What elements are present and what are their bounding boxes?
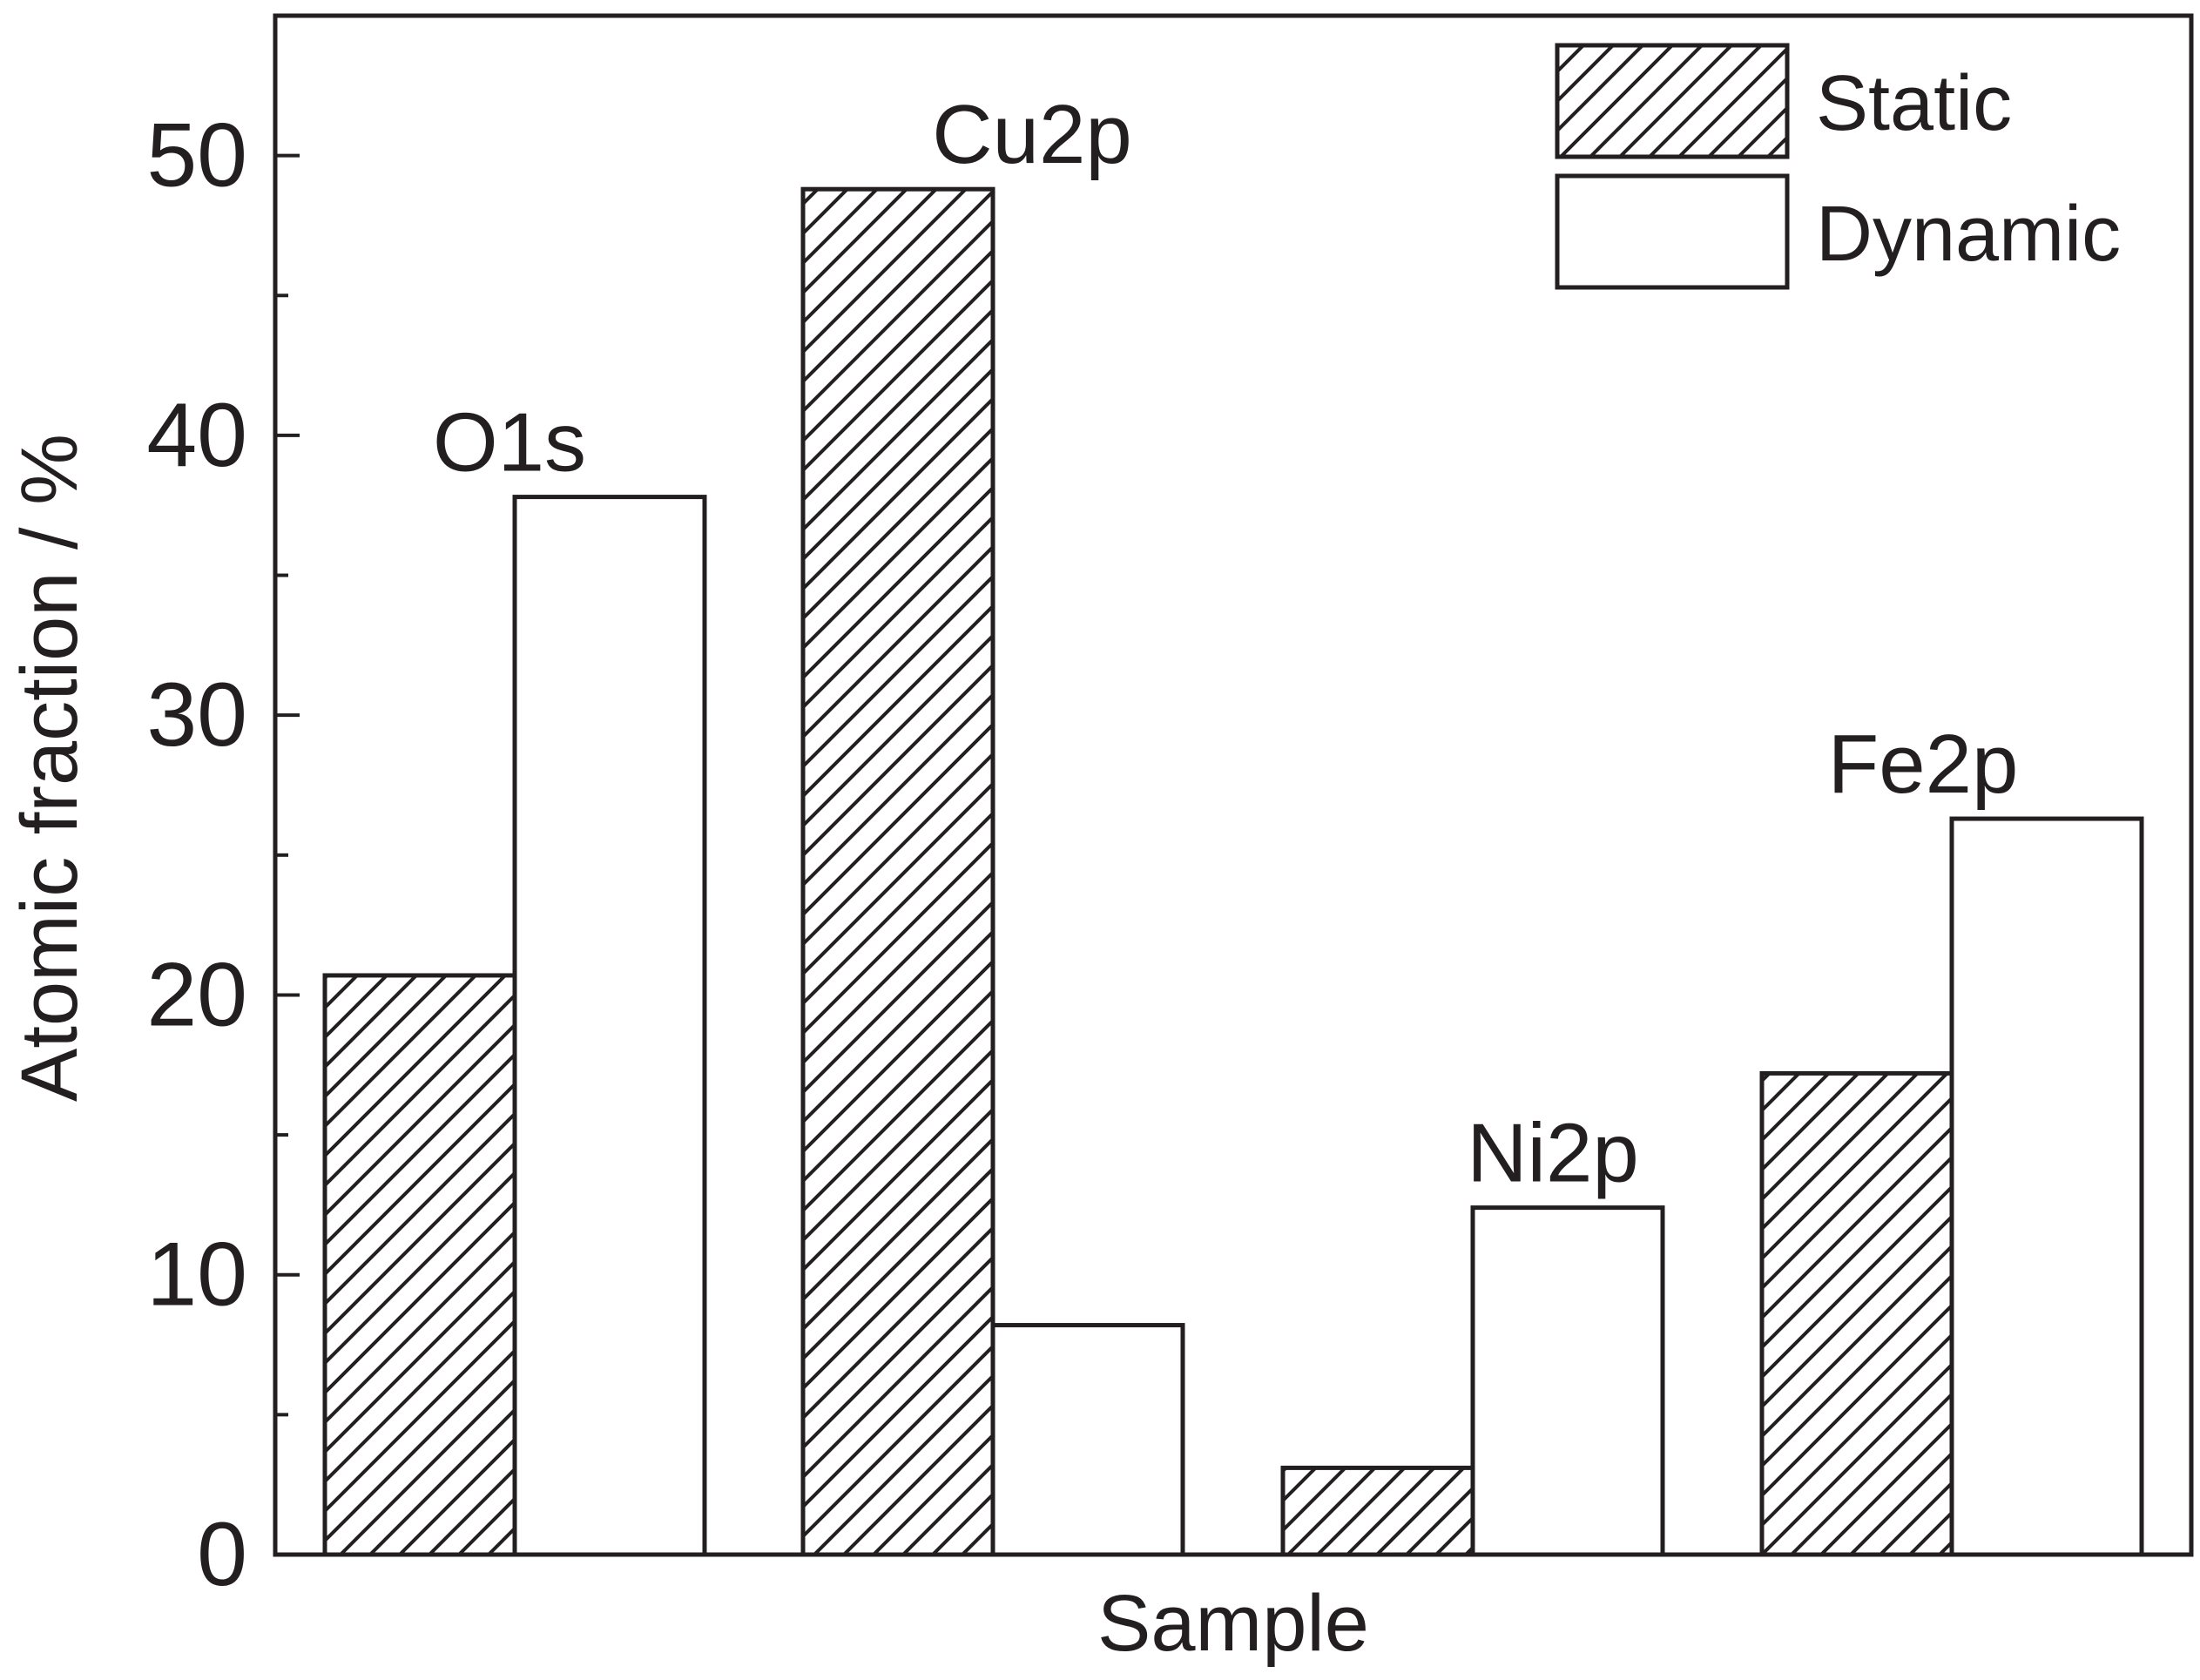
legend-swatch-static [1555, 43, 1790, 159]
bar-dynamic-ni2p [1470, 1205, 1665, 1557]
y-tick-label: 10 [146, 1225, 247, 1326]
plot-frame [273, 13, 2194, 1557]
bar-static-cu2p [800, 186, 995, 1557]
bar-static-fe2p [1759, 1070, 1954, 1557]
bar-static-ni2p [1280, 1465, 1475, 1557]
category-label-ni2p: Ni2p [1467, 1107, 1638, 1200]
y-tick-labels-layer: 0 10 20 30 40 50 [146, 105, 247, 1605]
y-tick-label: 0 [197, 1504, 247, 1605]
y-tick-label: 20 [146, 944, 247, 1045]
y-tick-label: 40 [146, 385, 247, 486]
y-ticks-layer [275, 14, 300, 1556]
bar-static-o1s [322, 973, 517, 1557]
y-tick-label: 30 [146, 665, 247, 766]
category-label-o1s: O1s [433, 396, 586, 489]
category-label-cu2p: Cu2p [932, 88, 1132, 181]
bar-dynamic-cu2p [990, 1323, 1185, 1557]
legend-swatch-dynamic [1555, 173, 1790, 290]
legend-label-static: Static [1816, 60, 2012, 147]
bars-layer [322, 186, 2144, 1557]
category-labels-layer: O1s Cu2p Ni2p Fe2p [433, 88, 2018, 1199]
y-tick-label: 50 [146, 105, 247, 206]
y-axis-title: Atomic fraction / % [5, 434, 94, 1102]
x-axis-title: Sample [1097, 1579, 1369, 1668]
bar-dynamic-fe2p [1949, 816, 2144, 1557]
category-label-fe2p: Fe2p [1828, 718, 2019, 811]
legend: Static Dynamic [1555, 43, 2121, 290]
bar-dynamic-o1s [512, 495, 707, 1557]
legend-label-dynamic: Dynamic [1816, 191, 2121, 278]
